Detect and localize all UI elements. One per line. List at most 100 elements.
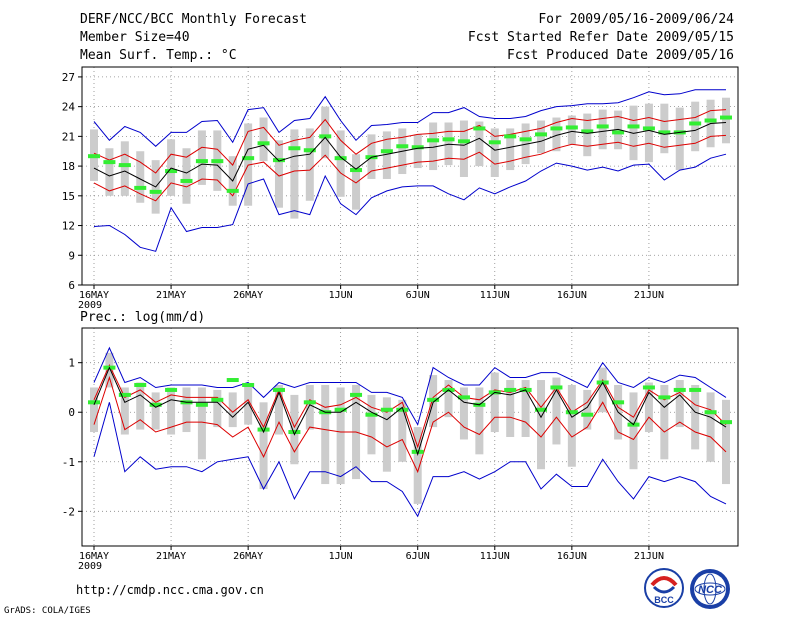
spread-bar xyxy=(197,130,206,185)
green-marker xyxy=(457,395,470,400)
x-tick-label: 26MAY xyxy=(233,551,263,562)
spread-bar xyxy=(167,387,176,435)
upper-red-line xyxy=(93,109,727,174)
green-marker xyxy=(411,145,424,150)
ensemble-mean-line xyxy=(93,122,727,188)
lower-blue-line xyxy=(93,402,727,518)
green-marker xyxy=(257,141,270,146)
spread-bar xyxy=(120,387,129,435)
green-marker xyxy=(118,163,131,168)
spread-bar xyxy=(614,110,623,150)
green-marker xyxy=(596,124,609,129)
spread-bar xyxy=(475,387,484,455)
x-tick-label: 21MAY xyxy=(156,551,186,562)
chart-title: DERF/NCC/BCC Monthly Forecast xyxy=(80,12,307,27)
spread-bar xyxy=(290,394,299,465)
green-marker xyxy=(442,137,455,142)
variable-label: Mean Surf. Temp.: °C xyxy=(80,48,237,63)
x-tick-label: 21JUN xyxy=(634,551,664,562)
spread-bar xyxy=(182,387,191,433)
green-marker xyxy=(550,126,563,131)
y-tick-label: -2 xyxy=(62,505,75,518)
y-tick-label: 18 xyxy=(62,160,75,173)
spread-bar xyxy=(675,380,684,428)
forecast-period: For 2009/05/16-2009/06/24 xyxy=(538,12,734,27)
y-tick-label: 6 xyxy=(68,279,75,292)
green-marker xyxy=(704,410,717,415)
upper-blue-line xyxy=(93,89,726,147)
spread-bar xyxy=(722,399,730,485)
start-date: Fcst Started Refer Date 2009/05/15 xyxy=(467,30,734,45)
temperature-panel: 6 9 12 15 18 21 24 27 16MAY 21MAY 26MAY 1JUN 6JUN 11J… xyxy=(62,66,739,311)
spread-bar xyxy=(691,101,700,152)
green-marker xyxy=(149,402,162,407)
spread-bar xyxy=(506,380,515,437)
y-tick-label: 9 xyxy=(68,249,75,262)
green-marker xyxy=(380,407,393,412)
green-marker xyxy=(427,397,440,402)
spread-bar xyxy=(136,151,145,203)
green-marker xyxy=(535,407,548,412)
green-marker xyxy=(565,410,578,415)
green-marker xyxy=(504,134,517,139)
precip-variable-label: Prec.: log(mm/d) xyxy=(80,310,206,325)
plot-frame xyxy=(81,327,739,547)
spread-bar xyxy=(413,134,422,169)
spread-bar xyxy=(444,122,453,166)
y-tick-label: 24 xyxy=(62,101,76,114)
green-marker xyxy=(612,130,625,135)
green-marker xyxy=(689,121,702,126)
green-marker xyxy=(380,149,393,154)
spread-bar xyxy=(413,427,422,504)
green-marker xyxy=(519,137,532,142)
spread-bar xyxy=(259,402,268,490)
green-marker xyxy=(720,420,732,425)
precipitation-panel: -2 -1 0 1 16MAY 21MAY 26MAY 1JUN 6JUN 11JUN 16JUN 2… xyxy=(62,327,739,572)
green-marker xyxy=(350,168,363,173)
green-marker xyxy=(473,126,486,131)
x-tick-label: 26MAY xyxy=(233,290,263,301)
green-marker xyxy=(642,385,655,390)
green-marker xyxy=(257,427,270,432)
spread-bar xyxy=(459,387,468,440)
spread-bar xyxy=(244,384,253,425)
green-marker xyxy=(103,160,116,165)
green-marker xyxy=(288,146,301,151)
green-marker xyxy=(457,139,470,144)
upper-red-line xyxy=(93,364,727,449)
spread-bar xyxy=(583,113,592,157)
green-marker xyxy=(565,125,578,130)
green-marker xyxy=(627,124,640,129)
spread-bar xyxy=(182,148,191,204)
ensemble-mean-line xyxy=(93,366,727,456)
y-tick-label: 21 xyxy=(62,130,75,143)
green-marker xyxy=(149,189,162,194)
y-tick-label: 12 xyxy=(62,220,75,233)
spread-bar xyxy=(197,387,206,460)
spread-bar xyxy=(444,380,453,418)
green-marker xyxy=(704,118,717,123)
spread-bar xyxy=(151,392,160,430)
x-year-label: 2009 xyxy=(78,561,102,572)
spread-bar xyxy=(521,380,530,437)
source-url[interactable]: http://cmdp.ncc.cma.gov.cn xyxy=(76,583,264,597)
green-marker xyxy=(411,449,424,454)
green-marker xyxy=(365,412,378,417)
green-marker xyxy=(118,392,131,397)
green-marker xyxy=(180,178,193,183)
spread-bar xyxy=(105,352,114,388)
lower-blue-line xyxy=(93,153,727,252)
spread-bar xyxy=(274,140,283,208)
spread-bar xyxy=(644,382,653,433)
x-tick-label: 21MAY xyxy=(156,290,186,301)
spread-bar xyxy=(706,392,715,462)
spread-bar xyxy=(660,384,669,460)
spread-bar xyxy=(475,121,484,167)
lower-red-line xyxy=(93,375,727,474)
spread-bar xyxy=(290,129,299,219)
spread-bar xyxy=(459,120,468,177)
green-marker xyxy=(303,400,316,405)
green-marker xyxy=(303,148,316,153)
svg-text:NCC: NCC xyxy=(698,584,723,596)
